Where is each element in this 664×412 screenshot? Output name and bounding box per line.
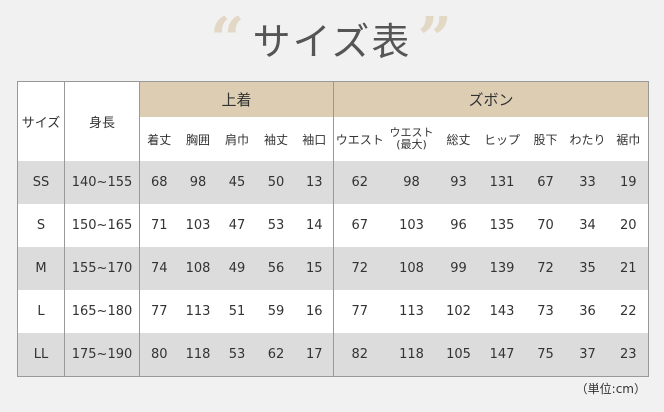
pants-cell: 22 <box>608 290 649 333</box>
column-header: 袖口 <box>295 117 334 161</box>
pants-cell: 147 <box>479 333 525 377</box>
jacket-cell: 53 <box>256 204 296 247</box>
pants-cell: 98 <box>385 161 438 204</box>
jacket-cell: 15 <box>295 247 334 290</box>
pants-cell: 73 <box>524 290 567 333</box>
jacket-cell: 45 <box>217 161 257 204</box>
pants-cell: 75 <box>524 333 567 377</box>
jacket-cell: 113 <box>178 290 218 333</box>
pants-cell: 113 <box>385 290 438 333</box>
pants-cell: 72 <box>524 247 567 290</box>
open-quote-mark: “ <box>210 5 247 75</box>
table-row: S 150~165 71 103 47 53 14 67 103 96 135 70 34 20 <box>17 204 649 247</box>
column-header: 股下 <box>524 117 567 161</box>
pants-cell: 103 <box>385 204 438 247</box>
jacket-cell: 16 <box>295 290 334 333</box>
jacket-cell: 53 <box>217 333 257 377</box>
pants-cell: 34 <box>566 204 609 247</box>
pants-cell: 139 <box>479 247 525 290</box>
height-cell: 165~180 <box>64 290 140 333</box>
jacket-cell: 68 <box>139 161 179 204</box>
jacket-cell: 14 <box>295 204 334 247</box>
header-pants: ズボン <box>332 81 649 117</box>
pants-cell: 143 <box>479 290 525 333</box>
column-header: ウエスト <box>333 117 386 161</box>
pants-cell: 93 <box>437 161 480 204</box>
pants-cell: 102 <box>437 290 480 333</box>
jacket-cell: 50 <box>256 161 296 204</box>
column-header: わたり <box>566 117 609 161</box>
jacket-cell: 62 <box>256 333 296 377</box>
column-header: 袖丈 <box>256 117 296 161</box>
column-header: 胸囲 <box>178 117 218 161</box>
height-cell: 175~190 <box>64 333 140 377</box>
pants-cell: 72 <box>333 247 386 290</box>
pants-cell: 33 <box>566 161 609 204</box>
pants-cell: 62 <box>333 161 386 204</box>
size-table: サイズ 身長 上着 ズボン 着丈 胸囲 肩巾 袖丈 袖口 ウエスト ウエスト (最大) 総丈 ヒッ… <box>17 81 650 377</box>
jacket-cell: 77 <box>139 290 179 333</box>
height-cell: 150~165 <box>64 204 140 247</box>
table-row: SS 140~155 68 98 45 50 13 62 98 93 131 67 33 19 <box>17 161 649 204</box>
table-row: M 155~170 74 108 49 56 15 72 108 99 139 72 35 21 <box>17 247 649 290</box>
column-header: 着丈 <box>139 117 179 161</box>
column-header: 肩巾 <box>217 117 257 161</box>
jacket-cell: 118 <box>178 333 218 377</box>
pants-cell: 37 <box>566 333 609 377</box>
header-height: 身長 <box>64 81 140 161</box>
table-row: LL 175~190 80 118 53 62 17 82 118 105 147 75 37 23 <box>17 333 649 377</box>
column-header: 総丈 <box>437 117 480 161</box>
pants-cell: 135 <box>479 204 525 247</box>
jacket-cell: 80 <box>139 333 179 377</box>
unit-label: （単位:cm） <box>575 382 646 396</box>
page-title: “サイズ表” <box>0 10 664 74</box>
pants-cell: 96 <box>437 204 480 247</box>
table-row: L 165~180 77 113 51 59 16 77 113 102 143 73 36 22 <box>17 290 649 333</box>
size-cell: L <box>17 290 65 333</box>
size-cell: LL <box>17 333 65 377</box>
jacket-cell: 71 <box>139 204 179 247</box>
size-cell: S <box>17 204 65 247</box>
pants-cell: 105 <box>437 333 480 377</box>
pants-cell: 77 <box>333 290 386 333</box>
size-cell: SS <box>17 161 65 204</box>
pants-cell: 67 <box>333 204 386 247</box>
height-cell: 140~155 <box>64 161 140 204</box>
pants-cell: 99 <box>437 247 480 290</box>
height-cell: 155~170 <box>64 247 140 290</box>
jacket-cell: 74 <box>139 247 179 290</box>
pants-cell: 108 <box>385 247 438 290</box>
jacket-cell: 49 <box>217 247 257 290</box>
close-quote-mark: ” <box>417 5 454 75</box>
jacket-cell: 51 <box>217 290 257 333</box>
column-header: ウエスト (最大) <box>385 117 438 161</box>
jacket-cell: 47 <box>217 204 257 247</box>
jacket-cell: 56 <box>256 247 296 290</box>
title-text: サイズ表 <box>252 20 412 64</box>
pants-cell: 35 <box>566 247 609 290</box>
jacket-cell: 103 <box>178 204 218 247</box>
pants-cell: 20 <box>608 204 649 247</box>
pants-cell: 131 <box>479 161 525 204</box>
pants-cell: 82 <box>333 333 386 377</box>
pants-cell: 70 <box>524 204 567 247</box>
header-size: サイズ <box>17 81 65 161</box>
size-cell: M <box>17 247 65 290</box>
pants-cell: 19 <box>608 161 649 204</box>
pants-cell: 23 <box>608 333 649 377</box>
pants-cell: 67 <box>524 161 567 204</box>
jacket-cell: 108 <box>178 247 218 290</box>
header-jacket: 上着 <box>139 81 334 117</box>
pants-cell: 21 <box>608 247 649 290</box>
pants-cell: 118 <box>385 333 438 377</box>
jacket-cell: 98 <box>178 161 218 204</box>
jacket-cell: 17 <box>295 333 334 377</box>
pants-cell: 36 <box>566 290 609 333</box>
column-header: 裾巾 <box>608 117 649 161</box>
jacket-cell: 13 <box>295 161 334 204</box>
jacket-cell: 59 <box>256 290 296 333</box>
column-header: ヒップ <box>479 117 525 161</box>
